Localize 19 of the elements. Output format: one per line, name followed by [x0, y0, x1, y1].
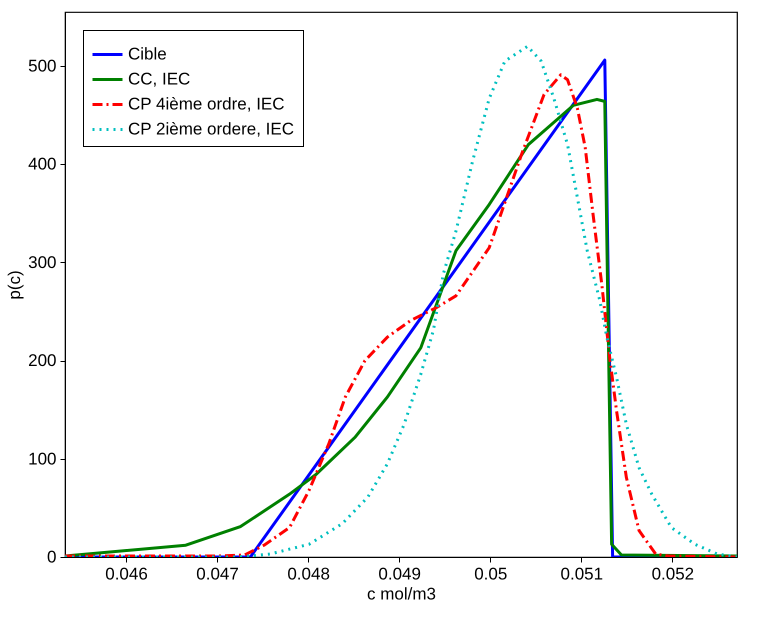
x-tick-label: 0.047: [196, 564, 239, 584]
y-tick-label: 300: [28, 252, 56, 272]
x-tick-label: 0.051: [560, 564, 604, 584]
x-tick-label: 0.049: [378, 564, 421, 584]
x-tick-label: 0.048: [287, 564, 330, 584]
y-tick-label: 0: [47, 548, 56, 566]
y-tick-label: 100: [28, 449, 56, 468]
x-axis-title: c mol/m3: [367, 584, 436, 604]
legend-label: CP 2ième ordere, IEC: [128, 120, 294, 138]
x-tick-label: 0.05: [474, 564, 508, 584]
legend-label: CP 4ième ordre, IEC: [128, 94, 285, 114]
x-tick-label: 0.052: [652, 564, 694, 584]
legend-label: Cible: [128, 44, 167, 64]
y-tick-label: 500: [28, 56, 56, 76]
x-tick-label: 0.046: [105, 564, 148, 584]
legend-label: CC, IEC: [128, 70, 190, 88]
y-tick-label: 400: [28, 154, 56, 174]
y-axis-title: p(c): [5, 270, 24, 300]
y-tick-label: 200: [28, 351, 56, 370]
